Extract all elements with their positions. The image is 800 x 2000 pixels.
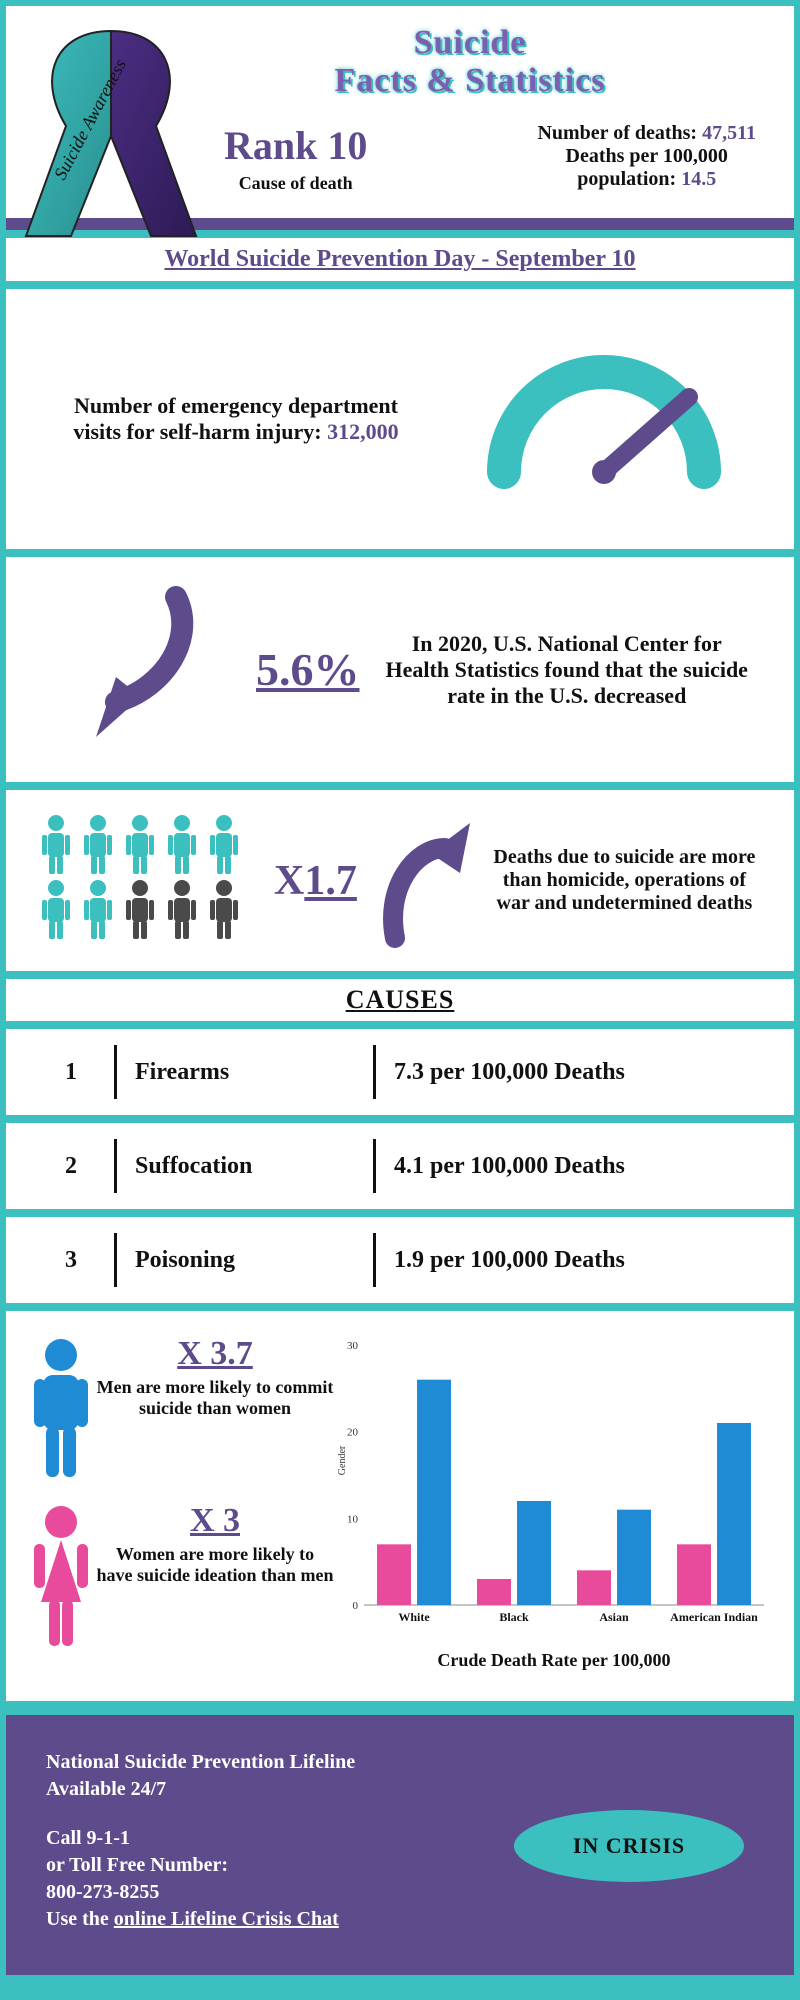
deaths-value: 47,511: [702, 122, 756, 144]
in-crisis-badge[interactable]: IN CRISIS: [514, 1810, 744, 1882]
emergency-visits-card: Number of emergency department visits fo…: [6, 289, 794, 549]
up-arrow-icon: [375, 808, 485, 953]
svg-text:Black: Black: [499, 1610, 529, 1624]
footer-card: National Suicide Prevention Lifeline Ava…: [6, 1715, 794, 1975]
decrease-desc: In 2020, U.S. National Center for Health…: [380, 631, 755, 709]
title-block: Suicide Facts & Statistics: [164, 24, 776, 100]
separator: [373, 1139, 376, 1193]
rate-line-1: Deaths per 100,000: [537, 145, 756, 168]
chart-title: Crude Death Rate per 100,000: [334, 1650, 774, 1671]
people-icon-group: [36, 813, 256, 948]
x17-desc: Deaths due to suicide are more than homi…: [485, 846, 764, 915]
svg-text:20: 20: [347, 1427, 359, 1439]
causes-heading: CAUSES: [6, 979, 794, 1021]
gender-stats: X 3.7 Men are more likely to commit suic…: [26, 1335, 334, 1671]
deaths-block: Number of deaths: 47,511 Deaths per 100,…: [537, 122, 756, 191]
decrease-pct: 5.6%: [256, 643, 360, 696]
cause-rate: 7.3 per 100,000 Deaths: [394, 1058, 754, 1087]
rank-sub: Cause of death: [224, 173, 367, 194]
x17-multiplier: X1.7: [274, 857, 357, 905]
deaths-label: Number of deaths:: [537, 122, 702, 144]
svg-text:American Indian: American Indian: [670, 1610, 758, 1624]
separator: [114, 1233, 117, 1287]
cause-row: 2 Suffocation 4.1 per 100,000 Deaths: [6, 1123, 794, 1209]
decrease-card: 5.6% In 2020, U.S. National Center for H…: [6, 557, 794, 782]
causes-list: 1 Firearms 7.3 per 100,000 Deaths 2 Suffocat…: [6, 1029, 794, 1303]
cause-row: 3 Poisoning 1.9 per 100,000 Deaths: [6, 1217, 794, 1303]
bar-chart: 0 10 20 30 White Black Asian American Indian: [334, 1335, 774, 1635]
women-mult: X 3: [96, 1502, 334, 1540]
cause-row: 1 Firearms 7.3 per 100,000 Deaths: [6, 1029, 794, 1115]
separator: [373, 1233, 376, 1287]
title-line-1: Suicide: [164, 24, 776, 62]
gender-card: X 3.7 Men are more likely to commit suic…: [6, 1311, 794, 1701]
footer-phone: 800-273-8255: [46, 1881, 754, 1904]
cause-name: Firearms: [135, 1059, 355, 1086]
svg-text:10: 10: [347, 1513, 359, 1525]
svg-text:White: White: [398, 1610, 430, 1624]
cause-rank: 3: [46, 1247, 96, 1274]
infographic-container: Suicide Awareness Suicide Facts & Statis…: [0, 0, 800, 1981]
cause-rank: 1: [46, 1059, 96, 1086]
footer-line6-prefix: Use the: [46, 1908, 114, 1930]
women-desc: Women are more likely to have suicide id…: [96, 1544, 334, 1586]
chart-y-label: Gender: [337, 1446, 348, 1475]
cause-name: Suffocation: [135, 1153, 355, 1180]
rank-block: Rank 10 Cause of death: [224, 122, 367, 194]
women-stat: X 3 Women are more likely to have suicid…: [26, 1502, 334, 1657]
rate-label-2: population:: [577, 168, 681, 190]
separator: [114, 1139, 117, 1193]
svg-text:Asian: Asian: [599, 1610, 629, 1624]
footer-line2: Available 24/7: [46, 1778, 754, 1801]
men-desc: Men are more likely to commit suicide th…: [96, 1377, 334, 1419]
svg-text:30: 30: [347, 1340, 359, 1352]
evisits-value: 312,000: [327, 419, 399, 444]
svg-text:0: 0: [353, 1600, 359, 1612]
chart-area: Gender 0 10 20 30 White Black Asian American In…: [334, 1335, 774, 1671]
down-arrow-icon: [46, 577, 236, 762]
female-icon: [26, 1502, 96, 1657]
rate-value: 14.5: [681, 168, 716, 190]
header-card: Suicide Awareness Suicide Facts & Statis…: [6, 6, 794, 230]
footer-line1: National Suicide Prevention Lifeline: [46, 1751, 754, 1774]
x17-prefix: X: [274, 858, 304, 904]
men-mult: X 3.7: [96, 1335, 334, 1373]
evisits-text: Number of emergency department visits fo…: [56, 393, 416, 445]
cause-name: Poisoning: [135, 1247, 355, 1274]
male-icon: [26, 1335, 96, 1490]
x17-value: 1.7: [304, 858, 357, 904]
gauge-icon: [464, 332, 744, 507]
awareness-ribbon-icon: Suicide Awareness: [16, 16, 206, 246]
rank-label: Rank 10: [224, 122, 367, 169]
cause-rank: 2: [46, 1153, 96, 1180]
cause-rate: 4.1 per 100,000 Deaths: [394, 1152, 754, 1181]
separator: [373, 1045, 376, 1099]
separator: [114, 1045, 117, 1099]
cause-rate: 1.9 per 100,000 Deaths: [394, 1246, 754, 1275]
title-line-2: Facts & Statistics: [164, 62, 776, 100]
men-stat: X 3.7 Men are more likely to commit suic…: [26, 1335, 334, 1490]
crisis-chat-link[interactable]: online Lifeline Crisis Chat: [114, 1908, 339, 1930]
x17-card: X1.7 Deaths due to suicide are more than…: [6, 790, 794, 971]
